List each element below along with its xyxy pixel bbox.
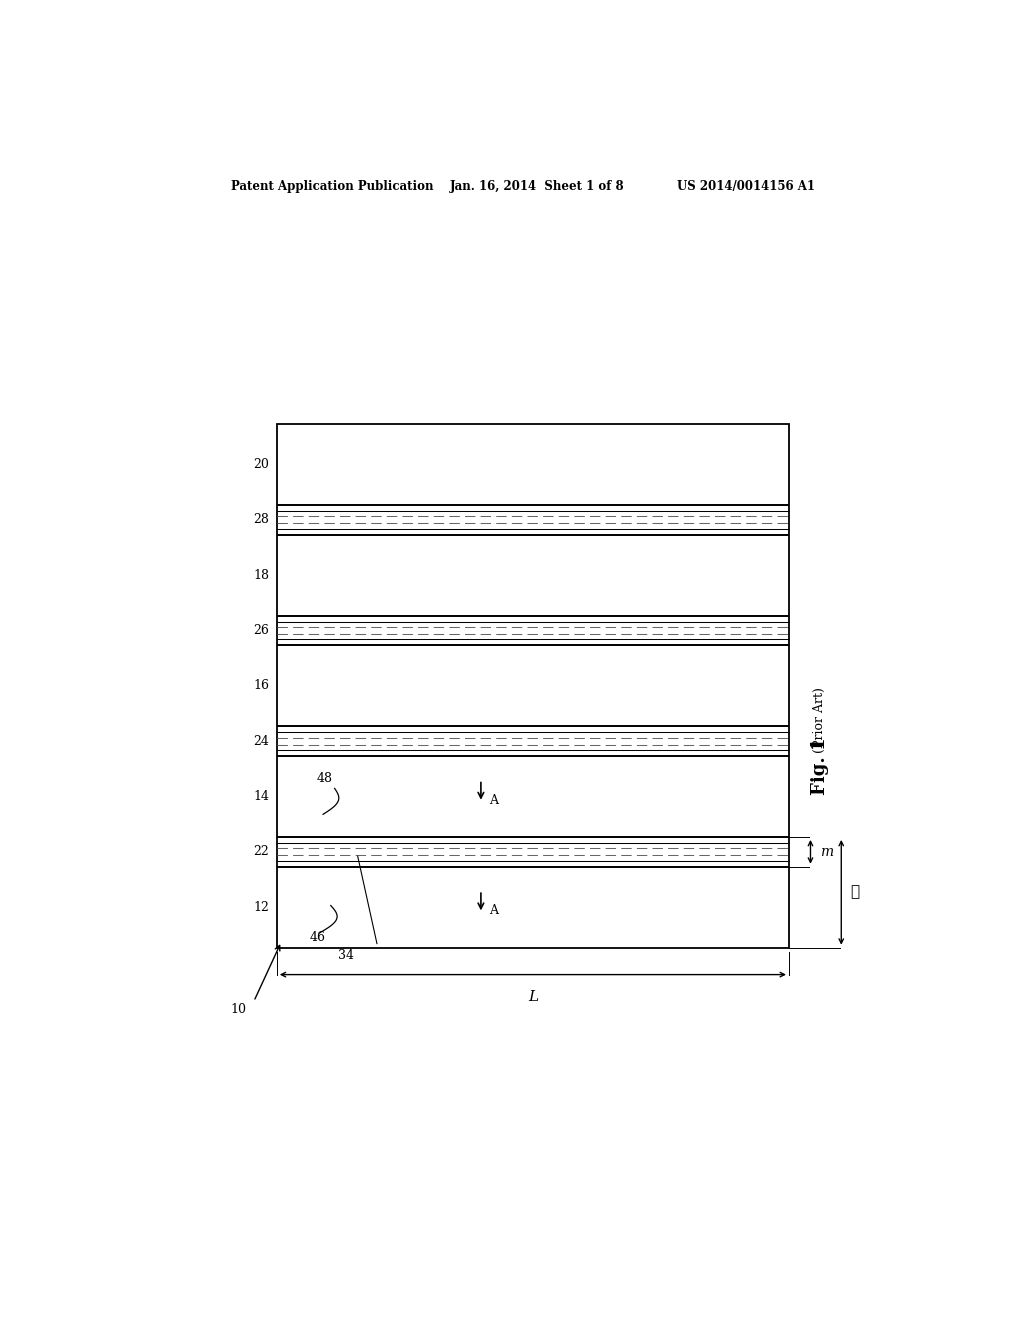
Text: Fig. 1: Fig. 1 (811, 738, 828, 796)
Text: A: A (488, 793, 498, 807)
Text: ℓ: ℓ (851, 886, 859, 899)
Text: 46: 46 (309, 932, 326, 944)
Text: A: A (488, 904, 498, 917)
Text: 24: 24 (253, 735, 269, 747)
Text: US 2014/0014156 A1: US 2014/0014156 A1 (677, 181, 815, 194)
Text: 28: 28 (253, 513, 269, 527)
Text: 18: 18 (253, 569, 269, 582)
Text: (Prior Art): (Prior Art) (813, 688, 826, 754)
Text: 22: 22 (253, 845, 269, 858)
Bar (276, 424, 788, 948)
Text: 12: 12 (253, 900, 269, 913)
Text: 16: 16 (253, 680, 269, 693)
Text: 48: 48 (316, 772, 333, 785)
Text: 34: 34 (339, 949, 354, 962)
Text: Jan. 16, 2014  Sheet 1 of 8: Jan. 16, 2014 Sheet 1 of 8 (451, 181, 625, 194)
Text: 20: 20 (253, 458, 269, 471)
Text: 10: 10 (230, 1003, 247, 1016)
Text: L: L (527, 990, 538, 1005)
Text: 26: 26 (253, 624, 269, 638)
Text: Patent Application Publication: Patent Application Publication (230, 181, 433, 194)
Text: m: m (819, 845, 833, 859)
Text: 14: 14 (253, 789, 269, 803)
